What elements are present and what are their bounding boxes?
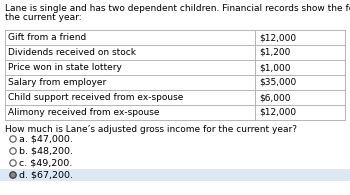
Text: Alimony received from ex-spouse: Alimony received from ex-spouse [8, 108, 160, 117]
Text: a. $47,000.: a. $47,000. [19, 135, 73, 144]
Text: $6,000: $6,000 [259, 93, 290, 102]
Text: Lane is single and has two dependent children. Financial records show the follow: Lane is single and has two dependent chi… [5, 4, 350, 13]
Text: d. $67,200.: d. $67,200. [19, 170, 73, 180]
Text: $12,000: $12,000 [259, 33, 296, 42]
Text: $1,200: $1,200 [259, 48, 290, 57]
Circle shape [11, 173, 15, 177]
Text: Salary from employer: Salary from employer [8, 78, 106, 87]
Bar [0, 169, 350, 181]
Text: $1,000: $1,000 [259, 63, 290, 72]
Text: c. $49,200.: c. $49,200. [19, 159, 72, 168]
Text: $35,000: $35,000 [259, 78, 296, 87]
Text: Price won in state lottery: Price won in state lottery [8, 63, 122, 72]
Text: Dividends received on stock: Dividends received on stock [8, 48, 136, 57]
Text: the current year:: the current year: [5, 13, 82, 22]
Text: Gift from a friend: Gift from a friend [8, 33, 86, 42]
Circle shape [10, 172, 16, 178]
Text: $12,000: $12,000 [259, 108, 296, 117]
Text: b. $48,200.: b. $48,200. [19, 146, 73, 155]
Text: Child support received from ex-spouse: Child support received from ex-spouse [8, 93, 183, 102]
Text: How much is Lane’s adjusted gross income for the current year?: How much is Lane’s adjusted gross income… [5, 125, 297, 134]
